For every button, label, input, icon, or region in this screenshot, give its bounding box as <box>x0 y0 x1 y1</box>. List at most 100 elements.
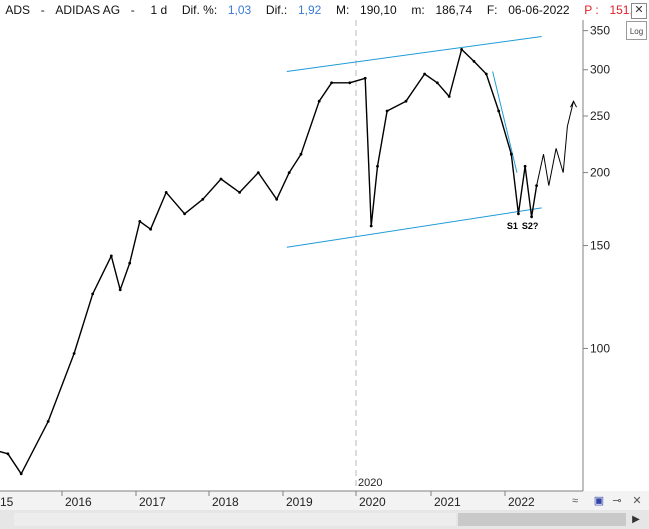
min-value: 186,74 <box>435 3 473 17</box>
price-point <box>149 227 153 231</box>
price-point <box>523 164 527 168</box>
price-point <box>287 171 291 175</box>
dif-pct-label: Dif. %: <box>181 3 218 17</box>
x-tick-label: 2018 <box>212 495 239 509</box>
channel-upper-line <box>286 36 542 72</box>
x-tick-label: 2022 <box>508 495 535 509</box>
symbol-label: ADS <box>5 3 31 17</box>
save-icon[interactable]: ▣ <box>593 495 605 507</box>
separator: - <box>40 3 45 17</box>
annotation-label: S2? <box>522 221 539 231</box>
quote-header: ADS - ADIDAS AG - 1 d Dif. %: 1,03 Dif.:… <box>0 0 649 20</box>
price-point <box>46 420 50 423</box>
price-point <box>497 109 501 113</box>
price-point <box>219 177 223 181</box>
plot-area <box>0 20 583 491</box>
y-tick-label: 150 <box>590 239 610 253</box>
price-point <box>435 81 439 85</box>
price-point <box>385 109 389 113</box>
y-tick-label: 250 <box>590 109 610 123</box>
downtrend-line <box>492 71 518 173</box>
price-point <box>369 224 373 228</box>
log-scale-button[interactable]: Log <box>626 21 647 40</box>
x-tick-label: 2021 <box>434 495 461 509</box>
price-point <box>460 48 463 51</box>
price-point <box>256 171 260 175</box>
price-line <box>0 48 538 475</box>
wave-icon[interactable]: ≈ <box>571 495 579 507</box>
scroll-left-icon[interactable] <box>0 512 14 527</box>
price-point <box>530 215 533 219</box>
annotations: S1 S2? <box>507 221 539 231</box>
projection-line <box>536 101 574 186</box>
price-label: P : <box>584 3 599 17</box>
y-tick-label: 200 <box>590 166 610 180</box>
projection-arrowhead <box>570 100 577 108</box>
price-point <box>128 261 132 265</box>
trend-channel <box>286 36 542 248</box>
price-point <box>484 72 488 76</box>
x-tick-label: 2017 <box>139 495 166 509</box>
price-point <box>275 197 279 201</box>
y-tick-label: 100 <box>590 341 610 355</box>
price-point <box>183 212 187 216</box>
crosshair-date-label: 2020 <box>358 477 382 489</box>
x-tick-label: 15 <box>0 495 14 509</box>
max-label: M: <box>336 3 350 17</box>
x-tick-label: 2019 <box>286 495 313 509</box>
price-point <box>404 99 408 103</box>
price-point <box>299 152 303 156</box>
price-point <box>517 212 520 216</box>
min-label: m: <box>411 3 425 17</box>
pin-icon[interactable]: ⊸ <box>612 495 622 507</box>
price-point <box>472 60 476 63</box>
price-point <box>330 81 333 85</box>
scroll-thumb[interactable] <box>458 513 626 526</box>
price-point <box>91 292 95 296</box>
x-tick-label: 2020 <box>359 495 386 509</box>
price-series <box>0 48 538 476</box>
price-point <box>376 164 379 168</box>
price-point <box>317 99 321 103</box>
crosshair-layer: 2020 <box>355 20 382 491</box>
price-point <box>509 152 513 156</box>
price-point <box>6 452 10 456</box>
price-point <box>238 191 242 194</box>
separator: - <box>130 3 135 17</box>
price-point <box>72 352 76 355</box>
x-axis-ticks: 15 2016 2017 2018 2019 2020 2021 2022 <box>0 491 535 509</box>
price-point <box>138 220 142 223</box>
price-point <box>164 191 168 194</box>
projection-path <box>536 100 577 186</box>
date-label: F: <box>486 3 498 17</box>
channel-lower-line <box>286 207 542 248</box>
company-name: ADIDAS AG <box>55 3 121 17</box>
price-point <box>348 81 352 85</box>
scroll-right-icon[interactable]: ▶ <box>632 514 640 525</box>
y-axis-ticks: 100 150 200 250 300 350 <box>583 24 610 355</box>
x-axis-area <box>0 491 649 510</box>
dif-pct-value: 1,03 <box>227 3 252 17</box>
price-point <box>201 197 205 201</box>
close-panel-icon[interactable]: ✕ <box>632 495 642 507</box>
close-button[interactable]: ✕ <box>631 3 647 19</box>
y-tick-label: 300 <box>590 63 610 77</box>
dif-value: 1,92 <box>297 3 322 17</box>
date-value: 06-06-2022 <box>508 3 570 17</box>
scrollbar: ▶ <box>0 510 649 529</box>
chart-toolbar: ≈ ▣ ⊸ ✕ <box>567 491 649 510</box>
price-point <box>447 95 451 98</box>
x-tick-label: 2016 <box>65 495 92 509</box>
y-axis-area <box>583 20 649 491</box>
max-value: 190,10 <box>360 3 397 17</box>
price-point <box>109 254 113 258</box>
scroll-track[interactable] <box>14 513 456 526</box>
y-tick-label: 350 <box>590 24 610 38</box>
period-label: 1 d <box>150 3 168 17</box>
price-point <box>363 76 367 80</box>
annotation-label: S1 <box>507 221 518 231</box>
price-point <box>19 472 23 476</box>
dif-label: Dif.: <box>265 3 288 17</box>
price-point <box>423 72 426 76</box>
